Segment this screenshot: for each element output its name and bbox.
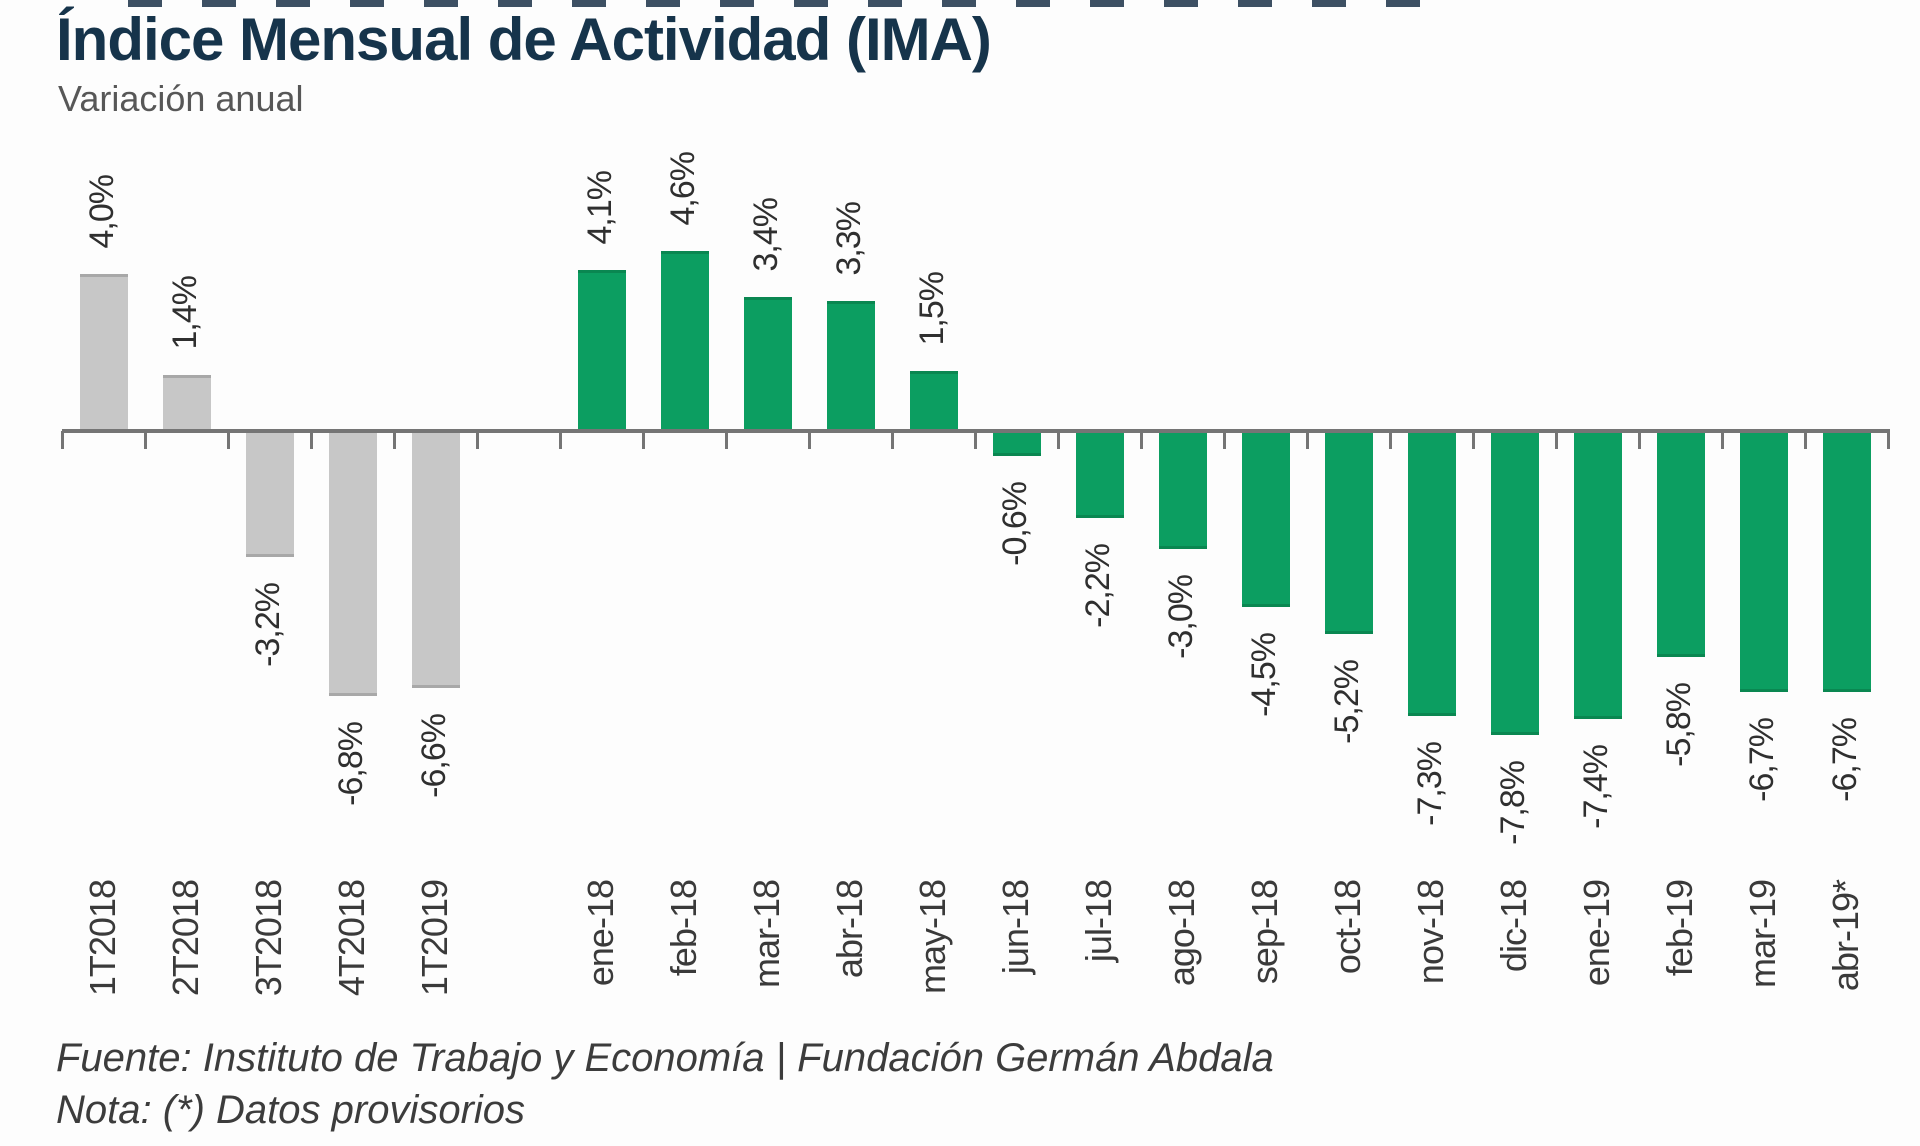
- x-label-nov-18: nov-18: [1409, 880, 1451, 985]
- value-label-mar-19: -6,7%: [1742, 718, 1781, 802]
- value-label-1T2018: 4,0%: [82, 174, 121, 249]
- axis-tick: [891, 431, 894, 449]
- x-label-4T2018: 4T2018: [330, 880, 372, 997]
- x-label-ago-18: ago-18: [1160, 880, 1202, 987]
- x-label-feb-18: feb-18: [662, 880, 704, 977]
- value-label-4T2018: -6,8%: [331, 722, 370, 806]
- axis-tick: [310, 431, 313, 449]
- bar-dic-18: [1490, 433, 1539, 735]
- value-label-2T2018: 1,4%: [165, 275, 204, 350]
- bar-1T2018: [79, 274, 128, 429]
- chart-title: Índice Mensual de Actividad (IMA): [56, 6, 992, 73]
- axis-tick: [1389, 431, 1392, 449]
- cropped-text-artifact: [128, 0, 1458, 7]
- bar-mar-18: [743, 297, 792, 429]
- axis-tick: [1140, 431, 1143, 449]
- bar-jun-18: [992, 433, 1041, 456]
- axis-tick: [393, 431, 396, 449]
- axis-tick: [227, 431, 230, 449]
- axis-tick: [1306, 431, 1309, 449]
- axis-tick: [1804, 431, 1807, 449]
- axis-tick: [1223, 431, 1226, 449]
- bar-ago-18: [1158, 433, 1207, 549]
- x-label-oct-18: oct-18: [1326, 880, 1368, 975]
- axis-tick: [476, 431, 479, 449]
- bar-oct-18: [1324, 433, 1373, 634]
- bar-nov-18: [1407, 433, 1456, 716]
- bar-ene-18: [577, 270, 626, 429]
- bar-feb-18: [660, 251, 709, 429]
- bar-1T2019: [411, 433, 460, 688]
- bar-3T2018: [245, 433, 294, 557]
- value-label-ene-19: -7,4%: [1576, 745, 1615, 829]
- x-label-dic-18: dic-18: [1492, 880, 1534, 973]
- axis-tick: [1887, 431, 1890, 449]
- x-label-mar-18: mar-18: [745, 880, 787, 989]
- x-label-2T2018: 2T2018: [164, 880, 206, 997]
- value-label-abr-19*: -6,7%: [1825, 718, 1864, 802]
- chart-subtitle: Variación anual: [58, 78, 304, 119]
- x-label-may-18: may-18: [911, 880, 953, 995]
- axis-tick: [1057, 431, 1060, 449]
- bar-mar-19: [1739, 433, 1788, 692]
- value-label-mar-18: 3,4%: [746, 197, 785, 272]
- x-label-ene-18: ene-18: [579, 880, 621, 987]
- bar-may-18: [909, 371, 958, 429]
- axis-tick: [559, 431, 562, 449]
- value-label-feb-19: -5,8%: [1659, 683, 1698, 767]
- axis-tick: [974, 431, 977, 449]
- axis-tick: [1555, 431, 1558, 449]
- value-label-abr-18: 3,3%: [829, 201, 868, 276]
- value-label-may-18: 1,5%: [912, 271, 951, 346]
- bar-4T2018: [328, 433, 377, 696]
- value-label-feb-18: 4,6%: [663, 151, 702, 226]
- x-label-feb-19: feb-19: [1658, 880, 1700, 977]
- x-label-1T2019: 1T2019: [413, 880, 455, 997]
- x-label-ene-19: ene-19: [1575, 880, 1617, 987]
- x-label-sep-18: sep-18: [1243, 880, 1285, 985]
- x-label-jun-18: jun-18: [994, 880, 1036, 975]
- bar-abr-19*: [1822, 433, 1871, 692]
- x-label-abr-18: abr-18: [828, 880, 870, 979]
- bar-feb-19: [1656, 433, 1705, 657]
- axis-tick: [808, 431, 811, 449]
- axis-tick: [1721, 431, 1724, 449]
- axis-tick: [1638, 431, 1641, 449]
- source-note: Fuente: Instituto de Trabajo y Economía …: [56, 1036, 1274, 1080]
- x-label-abr-19*: abr-19*: [1824, 880, 1866, 992]
- value-label-jun-18: -0,6%: [995, 482, 1034, 566]
- value-label-sep-18: -4,5%: [1244, 633, 1283, 717]
- bar-2T2018: [162, 375, 211, 429]
- value-label-ene-18: 4,1%: [580, 170, 619, 245]
- axis-tick: [144, 431, 147, 449]
- value-label-1T2019: -6,6%: [414, 714, 453, 798]
- bar-abr-18: [826, 301, 875, 429]
- axis-tick: [725, 431, 728, 449]
- bar-sep-18: [1241, 433, 1290, 607]
- axis-tick: [61, 431, 64, 449]
- bar-ene-19: [1573, 433, 1622, 719]
- value-label-dic-18: -7,8%: [1493, 761, 1532, 845]
- x-label-3T2018: 3T2018: [247, 880, 289, 997]
- x-label-1T2018: 1T2018: [81, 880, 123, 997]
- axis-tick: [642, 431, 645, 449]
- provisional-note: Nota: (*) Datos provisorios: [56, 1088, 526, 1132]
- value-label-ago-18: -3,0%: [1161, 575, 1200, 659]
- value-label-oct-18: -5,2%: [1327, 660, 1366, 744]
- value-label-3T2018: -3,2%: [248, 583, 287, 667]
- bar-jul-18: [1075, 433, 1124, 518]
- value-label-nov-18: -7,3%: [1410, 742, 1449, 826]
- x-label-mar-19: mar-19: [1741, 880, 1783, 989]
- value-label-jul-18: -2,2%: [1078, 544, 1117, 628]
- axis-tick: [1472, 431, 1475, 449]
- x-label-jul-18: jul-18: [1077, 880, 1119, 963]
